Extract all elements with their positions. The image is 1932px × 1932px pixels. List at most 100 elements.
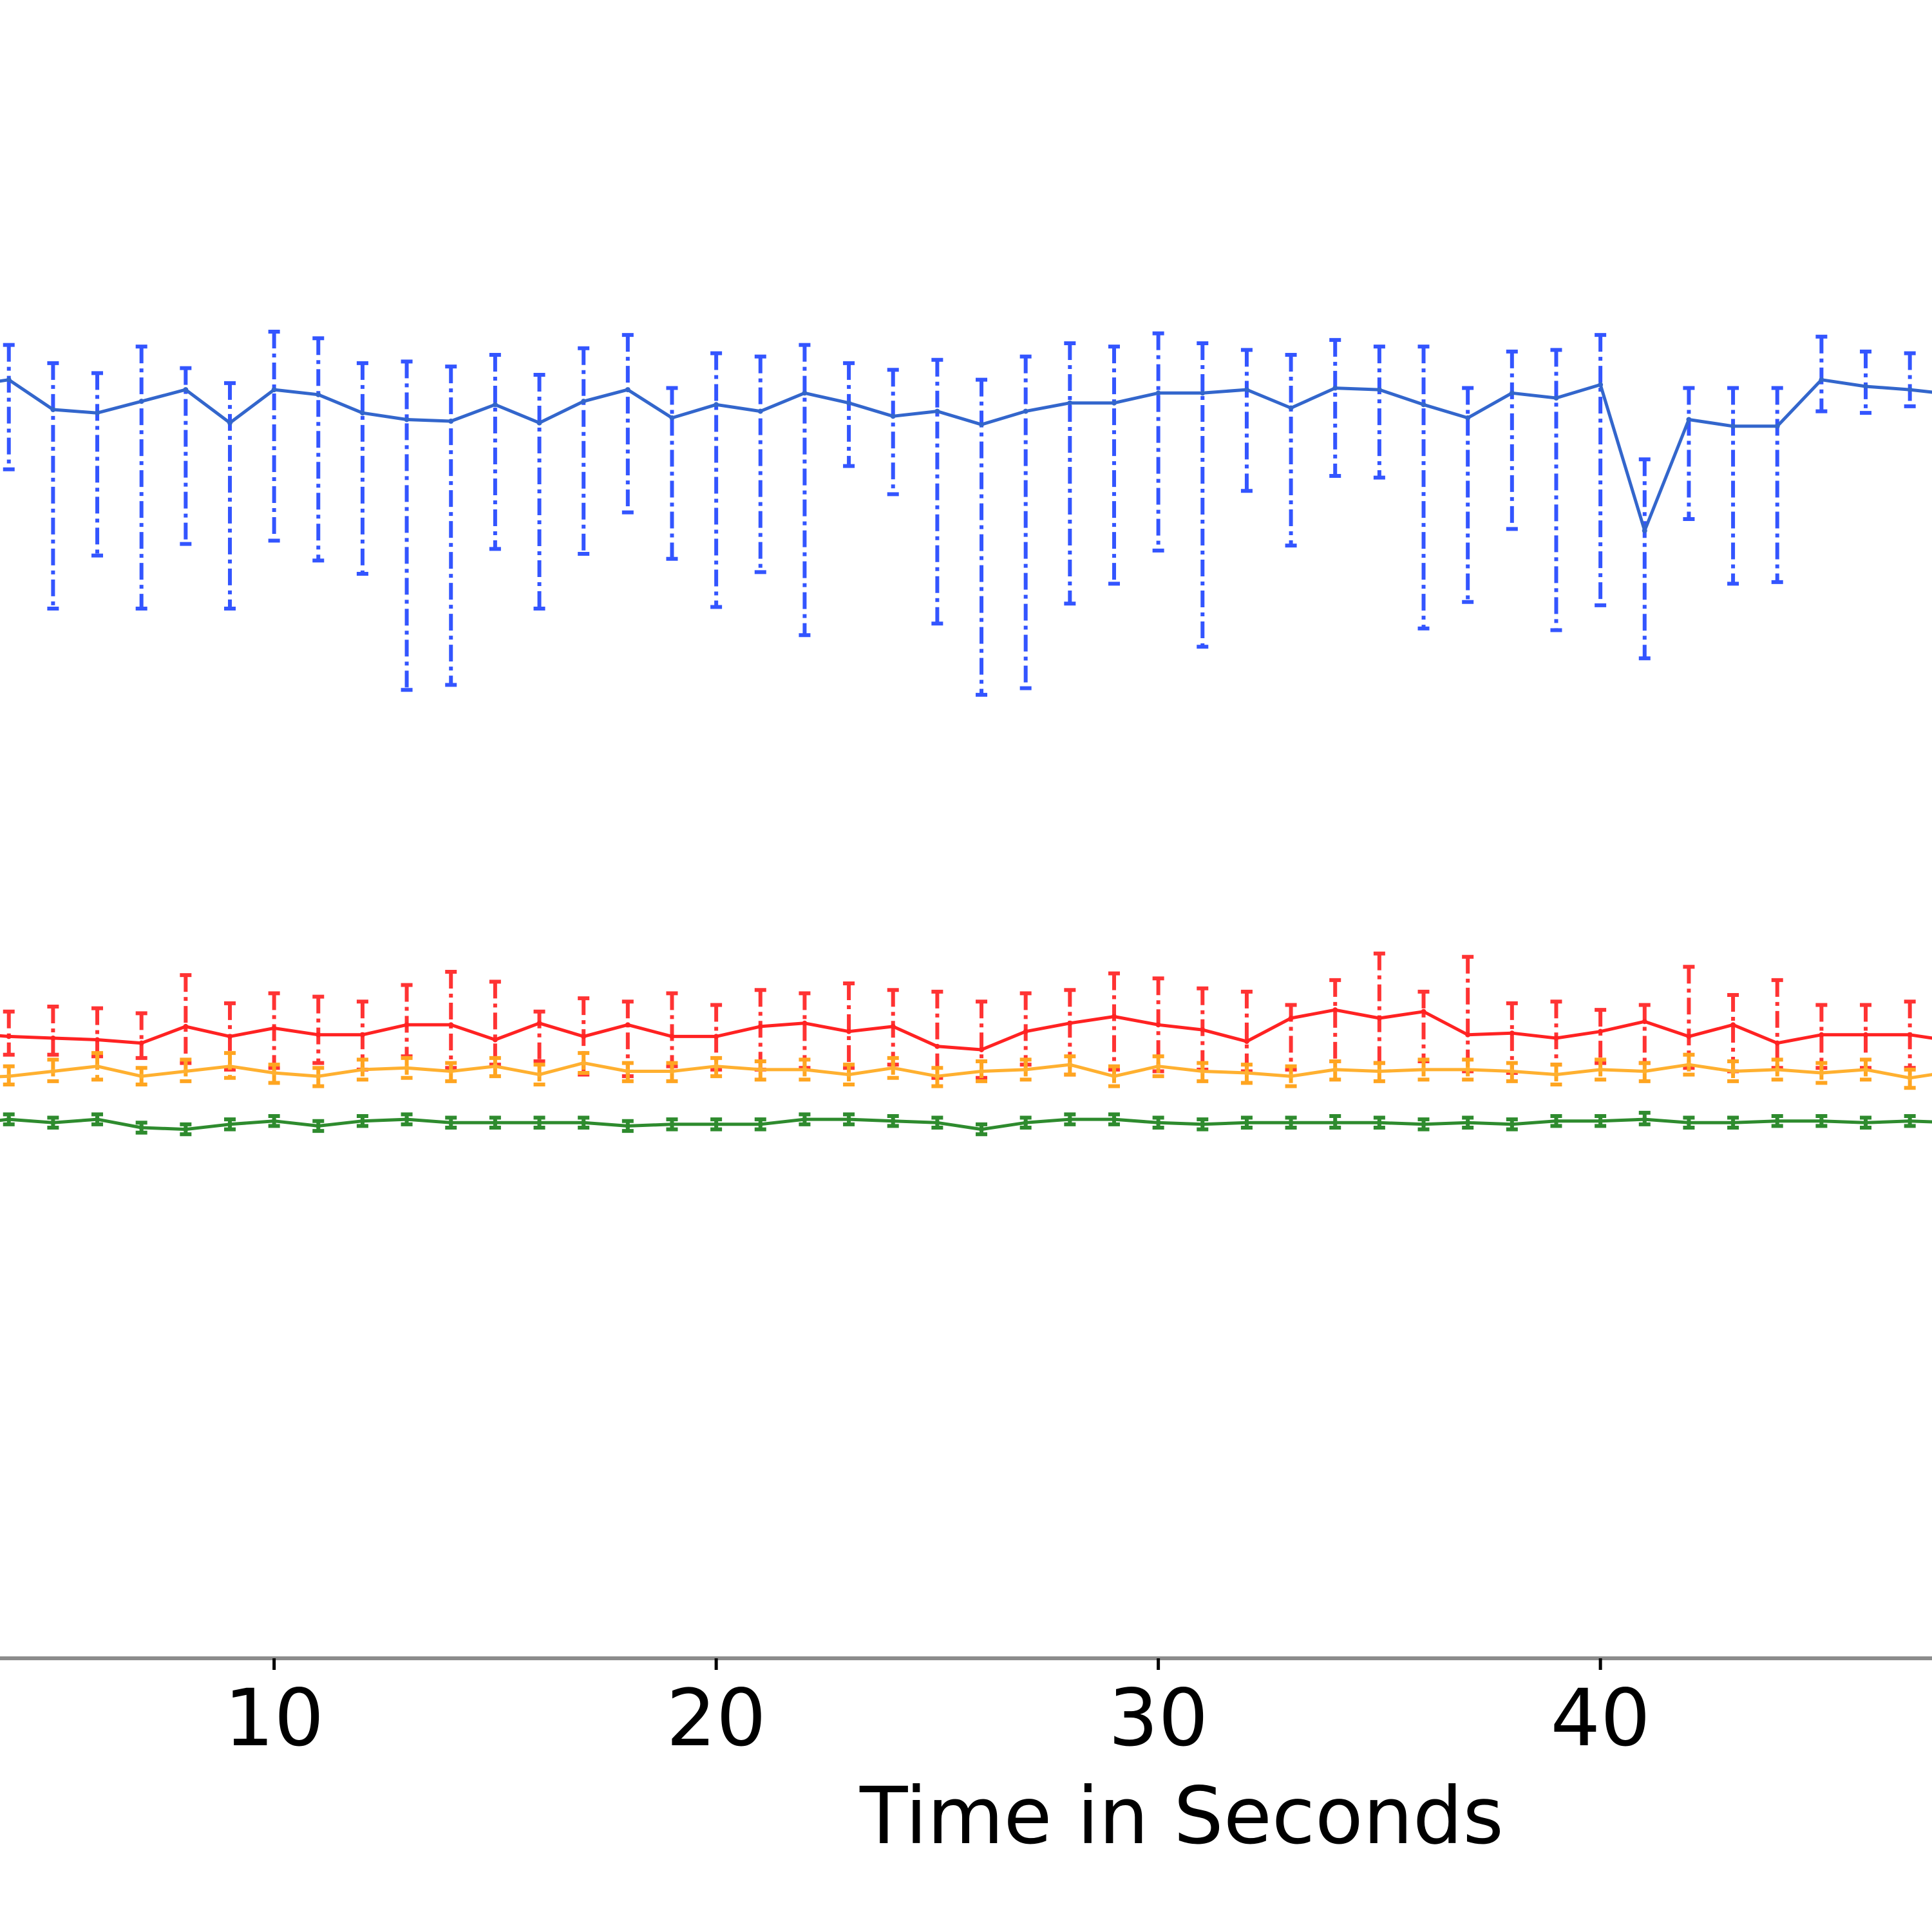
data-point [714,1121,719,1127]
data-point [50,1068,56,1074]
data-point [1907,387,1913,393]
data-point [1642,528,1647,533]
series-0 [0,330,1932,697]
data-point [1200,1027,1206,1033]
data-point [1465,1120,1471,1126]
data-point [95,1037,100,1043]
data-point [95,1063,100,1069]
data-point [1465,1066,1471,1072]
data-point [1288,405,1294,411]
data-point [714,1034,719,1039]
series-line [0,378,1932,533]
data-point [1155,1022,1161,1028]
data-point [581,1120,587,1126]
data-point [802,1066,808,1072]
data-point [95,1117,100,1122]
data-point [1730,423,1736,429]
data-point [316,1123,321,1129]
data-point [581,1034,587,1039]
data-point [271,1070,277,1076]
data-point [316,392,321,397]
data-point [1819,1032,1824,1037]
data-point [1686,1034,1692,1039]
data-point [404,417,410,422]
data-point [714,1063,719,1069]
data-point [669,1121,675,1127]
data-point [802,1117,808,1122]
data-point [138,399,144,404]
data-point [138,1074,144,1079]
data-point [757,1121,763,1127]
data-point [536,1120,542,1126]
data-point [1642,1019,1647,1025]
data-point [846,1028,852,1034]
data-point [1332,385,1338,391]
series-3 [0,1110,1932,1137]
data-point [1553,1072,1559,1077]
data-point [183,1068,189,1074]
data-point [536,1020,542,1026]
data-point [6,1117,12,1122]
data-point [492,1037,498,1043]
data-point [492,1063,498,1069]
data-point [1155,390,1161,396]
data-point [1642,1068,1647,1074]
data-point [1421,402,1426,408]
data-point [1067,1020,1073,1026]
x-ticks: 10 20 30 40 [224,1658,1651,1764]
data-point [271,1025,277,1031]
data-point [227,1121,232,1127]
data-point [1819,1118,1824,1124]
data-point [934,408,940,414]
data-point [448,1120,454,1126]
data-point [359,410,365,416]
data-point [50,407,56,413]
data-point [625,1068,630,1074]
data-point [1686,1120,1692,1126]
data-point [1111,400,1117,406]
data-point [1067,1062,1073,1068]
data-point [316,1074,321,1079]
data-point [271,387,277,393]
data-point [1819,377,1824,383]
data-point [1023,408,1028,414]
data-point [1686,417,1692,422]
data-point [625,1123,630,1129]
data-point [1288,1016,1294,1021]
data-point [1907,1032,1913,1037]
data-point [1863,1032,1869,1037]
data-point [1288,1120,1294,1126]
series-line [0,1117,1932,1132]
data-point [1730,1022,1736,1028]
data-point [1819,1070,1824,1076]
data-point [757,408,763,414]
x-tick-label: 30 [1108,1672,1208,1764]
data-point [1509,390,1515,396]
series-layer [0,330,1932,1137]
data-point [404,1022,410,1028]
data-point [714,402,719,408]
data-point [492,1120,498,1126]
x-tick-label: 20 [667,1672,766,1764]
data-point [757,1023,763,1029]
series-2 [0,1051,1932,1090]
data-point [979,1068,985,1074]
data-point [1907,1075,1913,1081]
data-point [1155,1120,1161,1126]
data-point [1421,1121,1426,1127]
data-point [979,1126,985,1132]
data-point [271,1118,277,1124]
data-point [581,399,587,404]
data-point [1598,1066,1604,1072]
data-point [227,1063,232,1069]
data-point [1774,423,1780,429]
data-point [1421,1009,1426,1014]
data-point [846,1072,852,1077]
data-point [448,419,454,424]
data-point [359,1032,365,1037]
data-point [1200,1121,1206,1127]
data-point [1774,1066,1780,1072]
data-point [1067,1117,1073,1122]
data-point [492,402,498,408]
